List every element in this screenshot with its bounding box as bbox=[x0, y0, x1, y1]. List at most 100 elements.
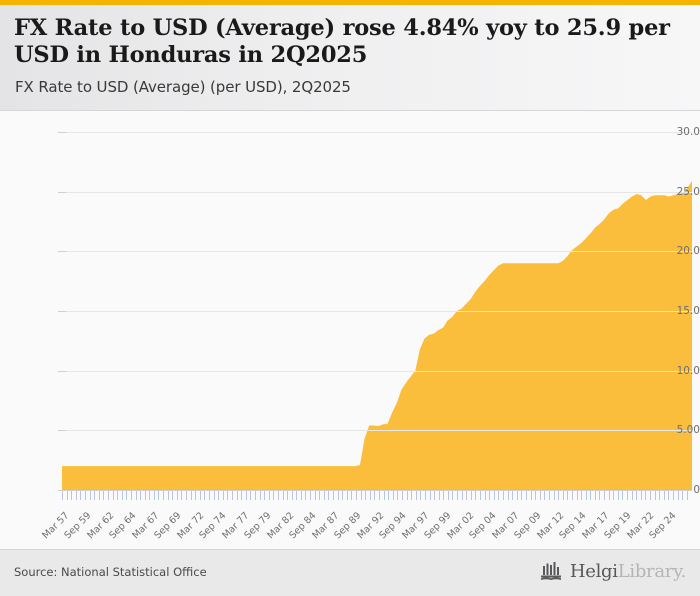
y-axis bbox=[0, 132, 56, 490]
x-tick-mark bbox=[140, 491, 145, 500]
x-tick-mark bbox=[571, 491, 577, 500]
x-tick-mark bbox=[351, 491, 356, 500]
y-tick-mark bbox=[58, 430, 66, 432]
x-tick-mark bbox=[346, 491, 352, 500]
x-tick-mark bbox=[337, 491, 343, 500]
x-tick-mark bbox=[581, 491, 586, 500]
x-tick-mark bbox=[222, 491, 228, 500]
chart-header: FX Rate to USD (Average) rose 4.84% yoy … bbox=[0, 5, 700, 110]
x-tick-mark bbox=[654, 491, 660, 500]
x-tick-mark bbox=[245, 491, 251, 500]
x-tick-mark bbox=[84, 491, 90, 500]
x-tick-mark bbox=[392, 491, 398, 500]
chart-area: Mar 57 Sep 59 Mar 62 Sep 64 Mar 67 Sep 69 Mar … bbox=[0, 110, 700, 550]
y-axis-label: 5.00 bbox=[676, 424, 700, 437]
x-tick-mark bbox=[424, 491, 430, 500]
y-tick-mark bbox=[58, 251, 66, 253]
x-tick-mark bbox=[544, 491, 549, 500]
accent-top-bar bbox=[0, 0, 700, 5]
y-axis-label: 30.0 bbox=[676, 126, 700, 138]
x-tick-mark bbox=[631, 491, 637, 500]
x-tick-mark bbox=[585, 491, 591, 500]
x-tick-mark bbox=[617, 491, 623, 500]
chart-footer: Source: National Statistical Office Helg… bbox=[0, 550, 700, 596]
x-tick-mark bbox=[650, 491, 655, 500]
x-tick-mark bbox=[383, 491, 389, 500]
x-tick-mark bbox=[209, 491, 214, 500]
x-tick-mark bbox=[613, 491, 618, 500]
x-tick-mark bbox=[594, 491, 600, 500]
x-tick-mark bbox=[659, 491, 664, 500]
x-tick-mark bbox=[406, 491, 412, 500]
x-tick-mark bbox=[677, 491, 683, 500]
library-building-icon bbox=[540, 562, 561, 580]
x-tick-mark bbox=[273, 491, 278, 500]
x-tick-mark bbox=[576, 491, 582, 500]
x-tick-mark bbox=[172, 491, 177, 500]
x-tick-mark bbox=[310, 491, 315, 500]
x-tick-mark bbox=[62, 491, 67, 500]
x-tick-mark bbox=[236, 491, 242, 500]
x-tick-mark bbox=[548, 491, 554, 500]
x-tick-mark bbox=[374, 491, 379, 500]
x-tick-mark bbox=[305, 491, 310, 500]
x-tick-mark bbox=[475, 491, 480, 500]
plot-area bbox=[62, 132, 692, 491]
y-axis-label: 15.0 bbox=[676, 305, 700, 317]
gridline bbox=[62, 311, 692, 312]
x-tick-mark bbox=[130, 491, 136, 500]
x-axis-labels: Mar 57 Sep 59 Mar 62 Sep 64 Mar 67 Sep 69 Mar … bbox=[40, 501, 692, 551]
x-tick-mark bbox=[466, 491, 471, 500]
x-tick-mark bbox=[296, 491, 301, 500]
x-tick-mark bbox=[342, 491, 347, 500]
x-tick-mark bbox=[484, 491, 490, 500]
x-tick-mark bbox=[241, 491, 246, 500]
x-tick-mark bbox=[682, 491, 687, 500]
x-tick-mark bbox=[461, 491, 467, 500]
y-tick-mark bbox=[58, 490, 66, 491]
x-tick-mark bbox=[176, 491, 182, 500]
x-tick-mark bbox=[167, 491, 173, 500]
helgi-library-logo[interactable]: HelgiLibrary. bbox=[539, 560, 686, 582]
x-tick-mark bbox=[378, 491, 384, 500]
y-tick-mark bbox=[58, 311, 66, 312]
gridline bbox=[62, 430, 692, 432]
x-tick-mark bbox=[562, 491, 568, 500]
x-tick-mark bbox=[438, 491, 444, 500]
x-tick-mark bbox=[493, 491, 499, 500]
x-tick-mark bbox=[282, 491, 288, 500]
page-subtitle: FX Rate to USD (Average) (per USD), 2Q20… bbox=[15, 78, 351, 96]
area-series bbox=[62, 180, 692, 490]
x-tick-mark bbox=[512, 491, 517, 500]
x-tick-mark bbox=[227, 491, 232, 500]
x-tick-mark bbox=[264, 491, 269, 500]
x-tick-mark bbox=[415, 491, 421, 500]
x-tick-mark bbox=[66, 491, 72, 500]
x-tick-mark bbox=[319, 491, 324, 500]
x-tick-mark bbox=[686, 491, 692, 500]
x-tick-mark bbox=[112, 491, 118, 500]
x-tick-mark bbox=[149, 491, 154, 500]
x-tick-mark bbox=[291, 491, 297, 500]
x-tick-mark bbox=[89, 491, 95, 500]
gridline bbox=[62, 132, 692, 133]
y-axis-label: 0 bbox=[693, 484, 700, 496]
gridline bbox=[62, 251, 692, 253]
y-tick-mark bbox=[58, 191, 66, 193]
x-tick-mark bbox=[250, 491, 255, 500]
x-tick-mark bbox=[608, 491, 614, 500]
x-tick-mark bbox=[434, 491, 439, 500]
x-tick-mark bbox=[186, 491, 191, 500]
y-tick-mark bbox=[58, 132, 66, 133]
x-tick-mark bbox=[525, 491, 531, 500]
x-tick-mark bbox=[277, 491, 283, 500]
x-tick-mark bbox=[231, 491, 237, 500]
x-tick-mark bbox=[71, 491, 76, 500]
x-tick-mark bbox=[153, 491, 159, 500]
x-tick-mark bbox=[388, 491, 393, 500]
y-axis-label: 25.0 bbox=[676, 185, 700, 198]
y-tick-mark bbox=[58, 370, 66, 372]
x-tick-mark bbox=[121, 491, 127, 500]
x-tick-mark bbox=[181, 491, 186, 500]
x-tick-mark bbox=[190, 491, 196, 500]
